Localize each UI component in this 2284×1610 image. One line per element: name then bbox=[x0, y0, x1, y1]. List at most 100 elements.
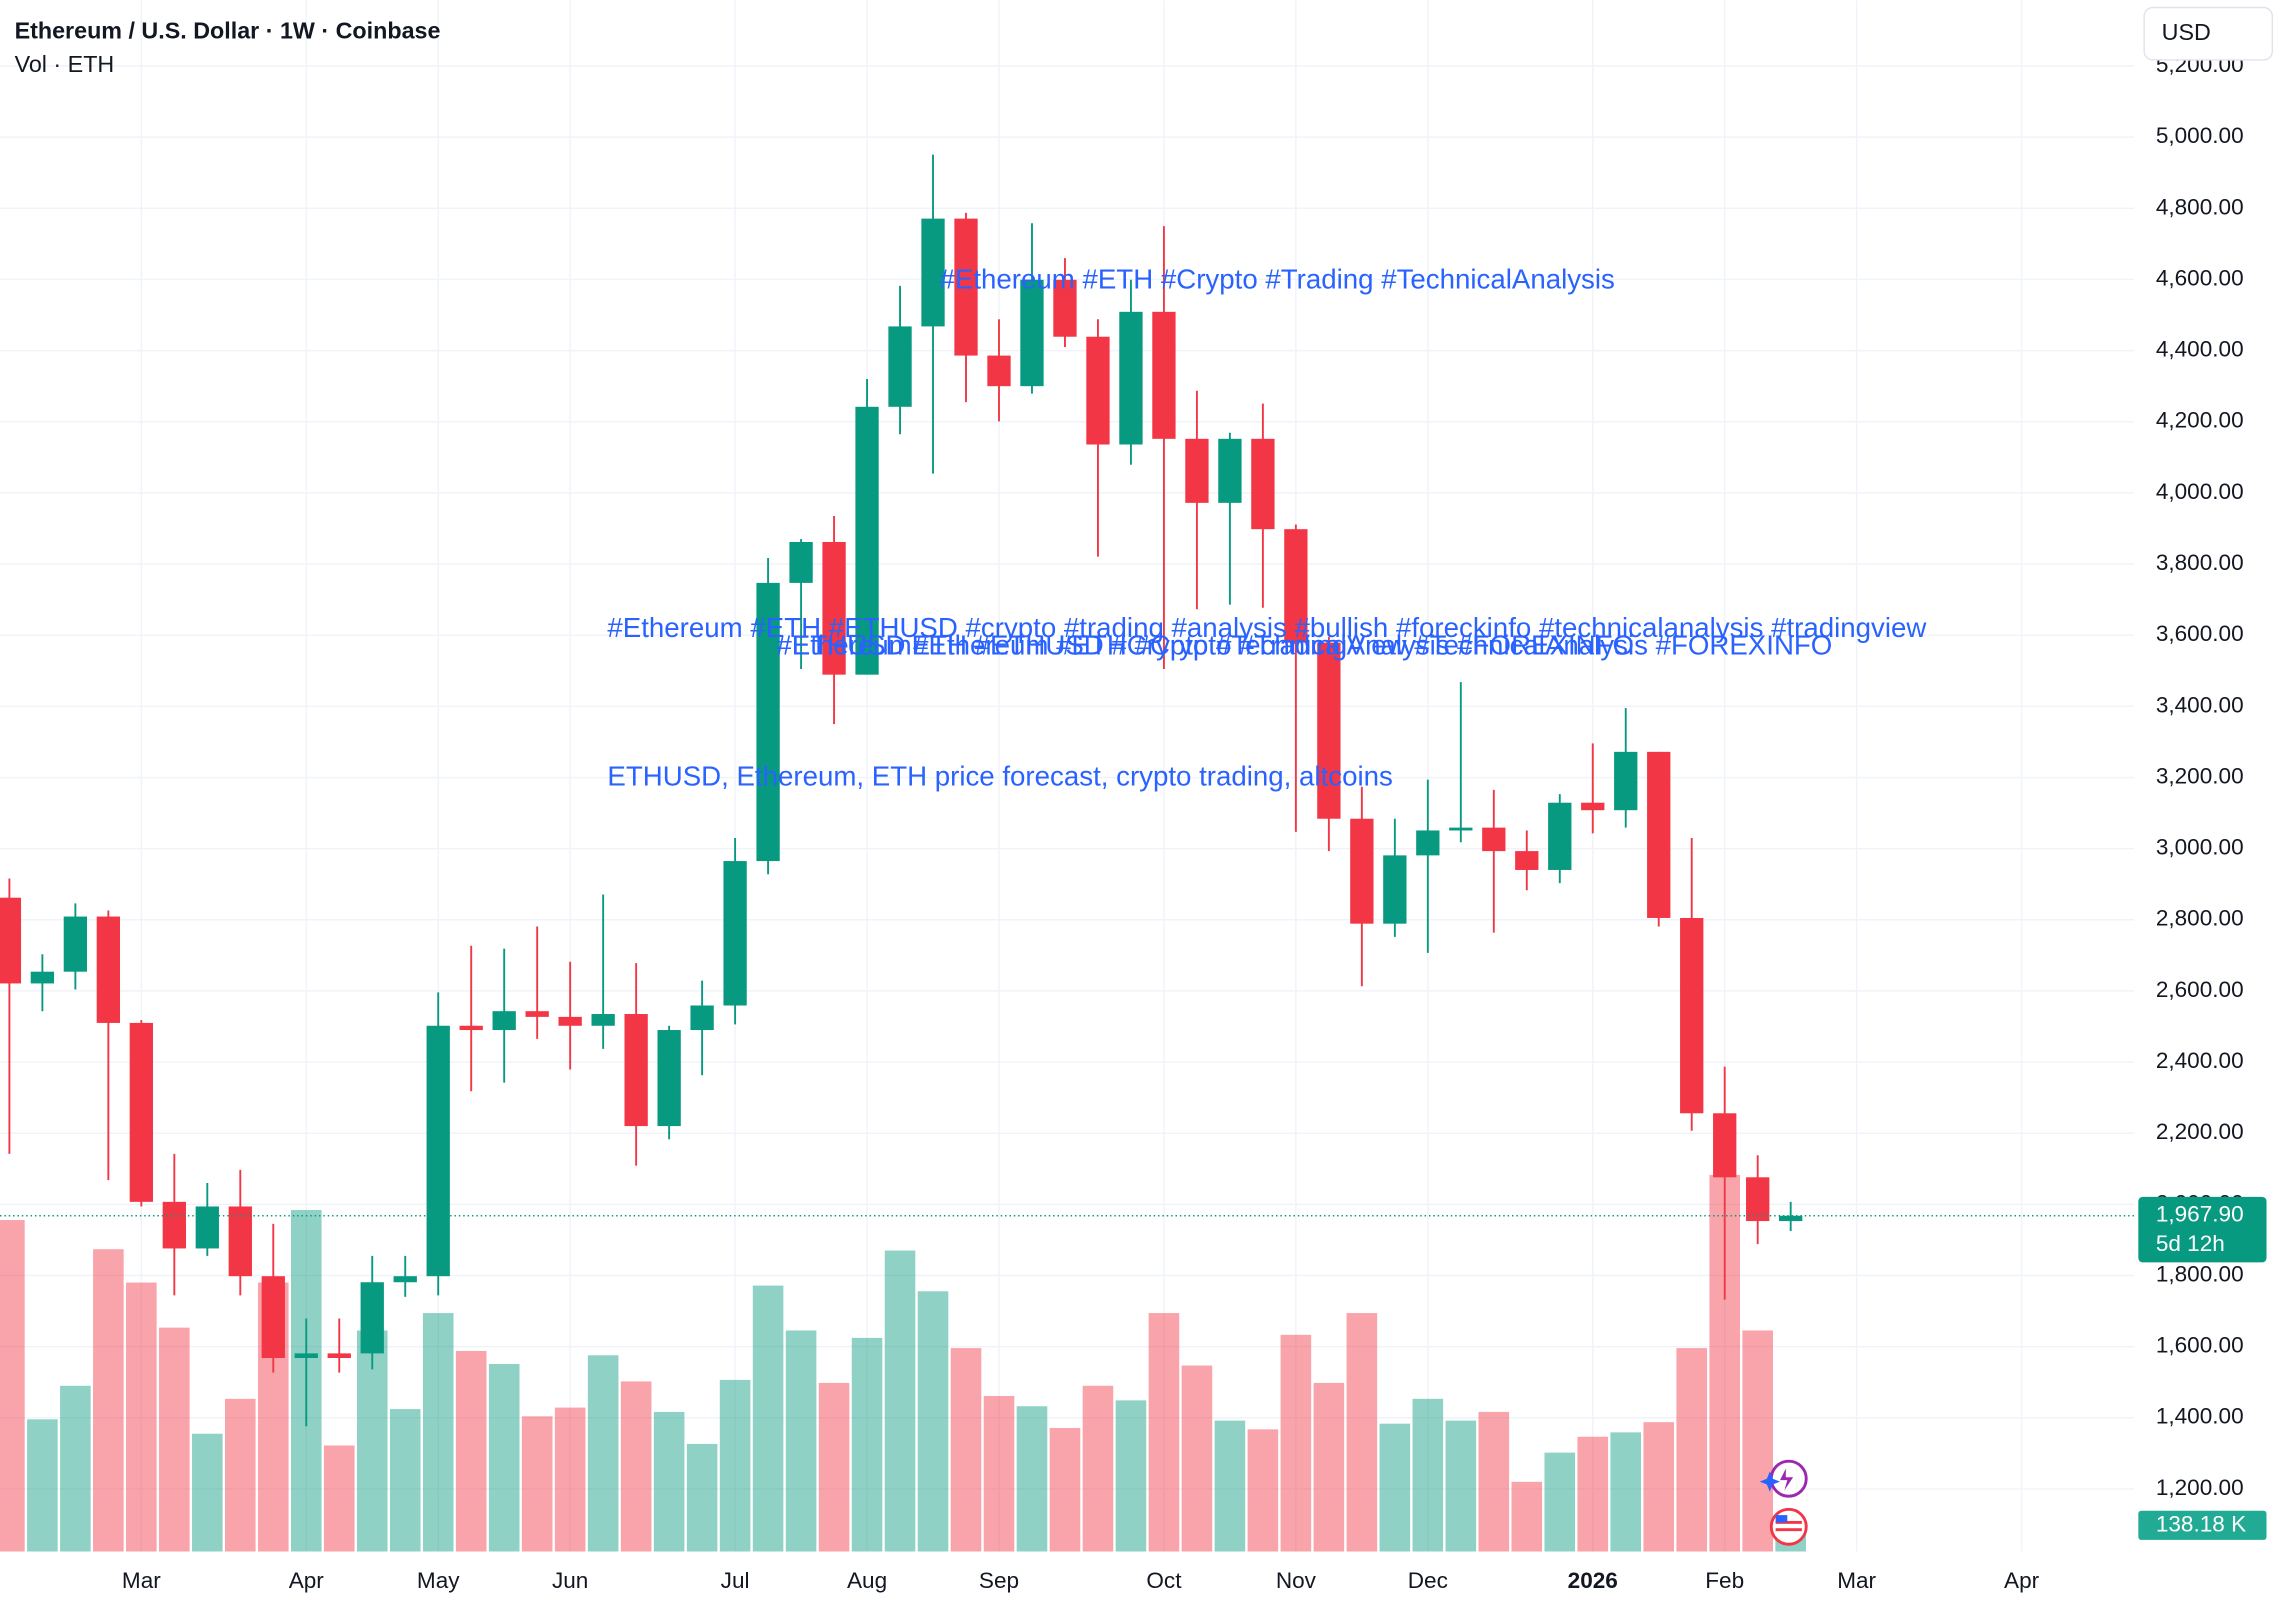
volume-bar bbox=[1016, 1406, 1048, 1552]
volume-bar bbox=[719, 1379, 751, 1552]
volume-bar bbox=[1676, 1348, 1708, 1552]
candle-body bbox=[360, 1282, 384, 1354]
candle-body bbox=[624, 1014, 648, 1127]
grid bbox=[0, 0, 2134, 1552]
volume-bar bbox=[587, 1355, 619, 1552]
volume-bar bbox=[1049, 1428, 1081, 1552]
volume-bar bbox=[884, 1250, 916, 1552]
candle-body bbox=[0, 897, 22, 984]
volume-bar bbox=[27, 1419, 58, 1552]
event-icon-stripe bbox=[1775, 1528, 1802, 1532]
x-tick-label: 2026 bbox=[1568, 1568, 1618, 1593]
candle-body bbox=[492, 1011, 516, 1031]
annotation[interactable]: #Ethereum #ETH #ETHUSD #crypto #trading … bbox=[607, 612, 1927, 643]
candle-body bbox=[63, 916, 88, 972]
volume-bar bbox=[1544, 1452, 1576, 1552]
x-tick-label: Nov bbox=[1276, 1568, 1317, 1593]
candle-body bbox=[921, 218, 945, 327]
x-tick-label: Sep bbox=[979, 1568, 1019, 1593]
x-tick-label: May bbox=[417, 1568, 460, 1593]
y-tick-label: 1,400.00 bbox=[2156, 1404, 2244, 1429]
candle-body bbox=[294, 1353, 318, 1359]
annotation[interactable]: #Ethereum #ETH #Crypto #Trading #Technic… bbox=[940, 264, 1615, 295]
volume-bar bbox=[653, 1411, 685, 1552]
volume-bar bbox=[60, 1385, 91, 1552]
y-tick-label: 2,800.00 bbox=[2156, 906, 2244, 931]
volume-bar bbox=[686, 1443, 718, 1552]
volume-bar bbox=[1346, 1313, 1378, 1552]
candle-body bbox=[1746, 1177, 1770, 1222]
event-icon-stripe bbox=[1775, 1520, 1802, 1524]
annotation[interactable]: ETHUSD, Ethereum, ETH price forecast, cr… bbox=[607, 760, 1392, 791]
y-tick-label: 5,000.00 bbox=[2156, 123, 2244, 148]
candle-body bbox=[1152, 311, 1176, 439]
candle-body bbox=[1515, 851, 1539, 870]
y-tick-label: 2,200.00 bbox=[2156, 1119, 2244, 1144]
event-icon[interactable] bbox=[1769, 1507, 1808, 1546]
candle-body bbox=[1185, 438, 1209, 503]
axes: 1,200.001,400.001,600.001,800.002,000.00… bbox=[122, 52, 2267, 1593]
candle-body bbox=[1713, 1113, 1737, 1178]
volume-bar bbox=[323, 1445, 355, 1552]
last-price-badge bbox=[2138, 1196, 2267, 1263]
candle-body bbox=[954, 218, 978, 356]
candle-body bbox=[1218, 438, 1242, 503]
volume-bar bbox=[159, 1327, 190, 1552]
candle-body bbox=[1647, 751, 1671, 918]
candle-body bbox=[657, 1030, 681, 1127]
y-tick-label: 4,000.00 bbox=[2156, 479, 2244, 504]
currency-button[interactable]: USD bbox=[2143, 6, 2274, 61]
volume-bar bbox=[1247, 1429, 1279, 1552]
volume-bar bbox=[851, 1337, 883, 1552]
volume-legend: Vol · ETH bbox=[15, 51, 115, 77]
volume-bar bbox=[488, 1364, 520, 1552]
candle-body bbox=[1317, 642, 1341, 819]
x-tick-label: Feb bbox=[1705, 1568, 1744, 1593]
candle-body bbox=[459, 1025, 483, 1031]
candle-body bbox=[228, 1206, 252, 1277]
header: Ethereum / U.S. Dollar · 1W · Coinbase V… bbox=[15, 17, 441, 77]
volume-bar bbox=[1181, 1365, 1213, 1552]
candle-body bbox=[1482, 827, 1506, 852]
volume-bar bbox=[1445, 1420, 1477, 1552]
annotation[interactable]: #EthereumETH #ETHUSD #Crypto #TechnicalA… bbox=[776, 629, 1634, 660]
x-tick-label: Mar bbox=[122, 1568, 161, 1593]
candle-body bbox=[393, 1276, 417, 1283]
candle-body bbox=[1053, 279, 1077, 337]
candle-body bbox=[855, 406, 879, 675]
x-tick-label: Dec bbox=[1408, 1568, 1448, 1593]
volume-bar bbox=[1511, 1481, 1543, 1552]
volume-bar bbox=[192, 1433, 223, 1552]
candle-body bbox=[327, 1353, 351, 1359]
candle-body bbox=[1449, 827, 1473, 831]
last-price-label: 1,967.90 bbox=[2156, 1202, 2244, 1227]
volume-bar bbox=[455, 1350, 487, 1552]
x-tick-label: Jun bbox=[552, 1568, 588, 1593]
volume-bar bbox=[126, 1282, 157, 1552]
y-tick-label: 3,200.00 bbox=[2156, 763, 2244, 788]
volume-bar bbox=[950, 1348, 982, 1552]
button-label[interactable]: USD bbox=[2162, 19, 2211, 45]
volume-bar bbox=[1148, 1313, 1180, 1552]
button-frame[interactable] bbox=[2143, 6, 2274, 61]
candle-body bbox=[1416, 830, 1440, 856]
candle-body bbox=[162, 1201, 186, 1249]
candle-body bbox=[129, 1022, 153, 1202]
y-tick-label: 3,400.00 bbox=[2156, 692, 2244, 717]
volume-bar bbox=[1379, 1423, 1411, 1552]
x-tick-label: Aug bbox=[847, 1568, 887, 1593]
y-tick-label: 4,800.00 bbox=[2156, 194, 2244, 219]
x-tick-label: Jul bbox=[721, 1568, 750, 1593]
annotation[interactable]: #ETHUSD #Ethereum #ETH #Crypto #TradingV… bbox=[776, 629, 1832, 660]
candle-body bbox=[723, 861, 747, 1006]
volume-bar bbox=[785, 1330, 817, 1552]
chart-title: Ethereum / U.S. Dollar · 1W · Coinbase bbox=[15, 17, 441, 43]
candle-body bbox=[96, 916, 121, 1023]
y-tick-label: 4,200.00 bbox=[2156, 408, 2244, 433]
volume-bar bbox=[1610, 1432, 1642, 1552]
candle-body bbox=[1548, 802, 1572, 870]
x-tick-label: Apr bbox=[289, 1568, 325, 1593]
volume-bar bbox=[1742, 1330, 1773, 1552]
